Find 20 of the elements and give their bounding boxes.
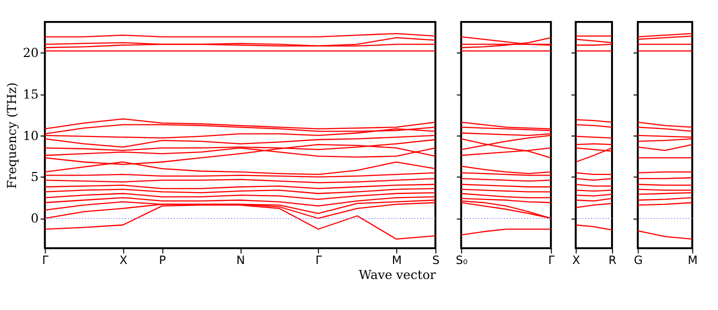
y-tick-label: 0 [30, 210, 39, 226]
x-tick-label: Γ [42, 252, 50, 267]
x-axis-title: Wave vector [358, 267, 436, 282]
x-tick-label: M [688, 252, 698, 267]
y-tick-label: 15 [22, 86, 39, 102]
x-tick-label: Γ [548, 252, 556, 267]
x-tick-label: G [634, 252, 643, 267]
x-tick-label: X [120, 252, 128, 267]
x-tick-label: N [236, 252, 245, 267]
x-tick-label: M [392, 252, 402, 267]
x-tick-label: Γ [316, 252, 323, 267]
x-tick-label: S₀ [456, 252, 468, 267]
x-tick-label: P [159, 252, 166, 267]
x-tick-label: S [432, 252, 440, 267]
y-tick-label: 10 [22, 128, 39, 143]
y-axis-title: Frequency (THz) [4, 82, 20, 189]
x-tick-label: R [608, 252, 617, 267]
x-tick-label: X [572, 252, 580, 267]
y-tick-label: 20 [22, 44, 39, 60]
y-tick-label: 5 [30, 169, 39, 184]
